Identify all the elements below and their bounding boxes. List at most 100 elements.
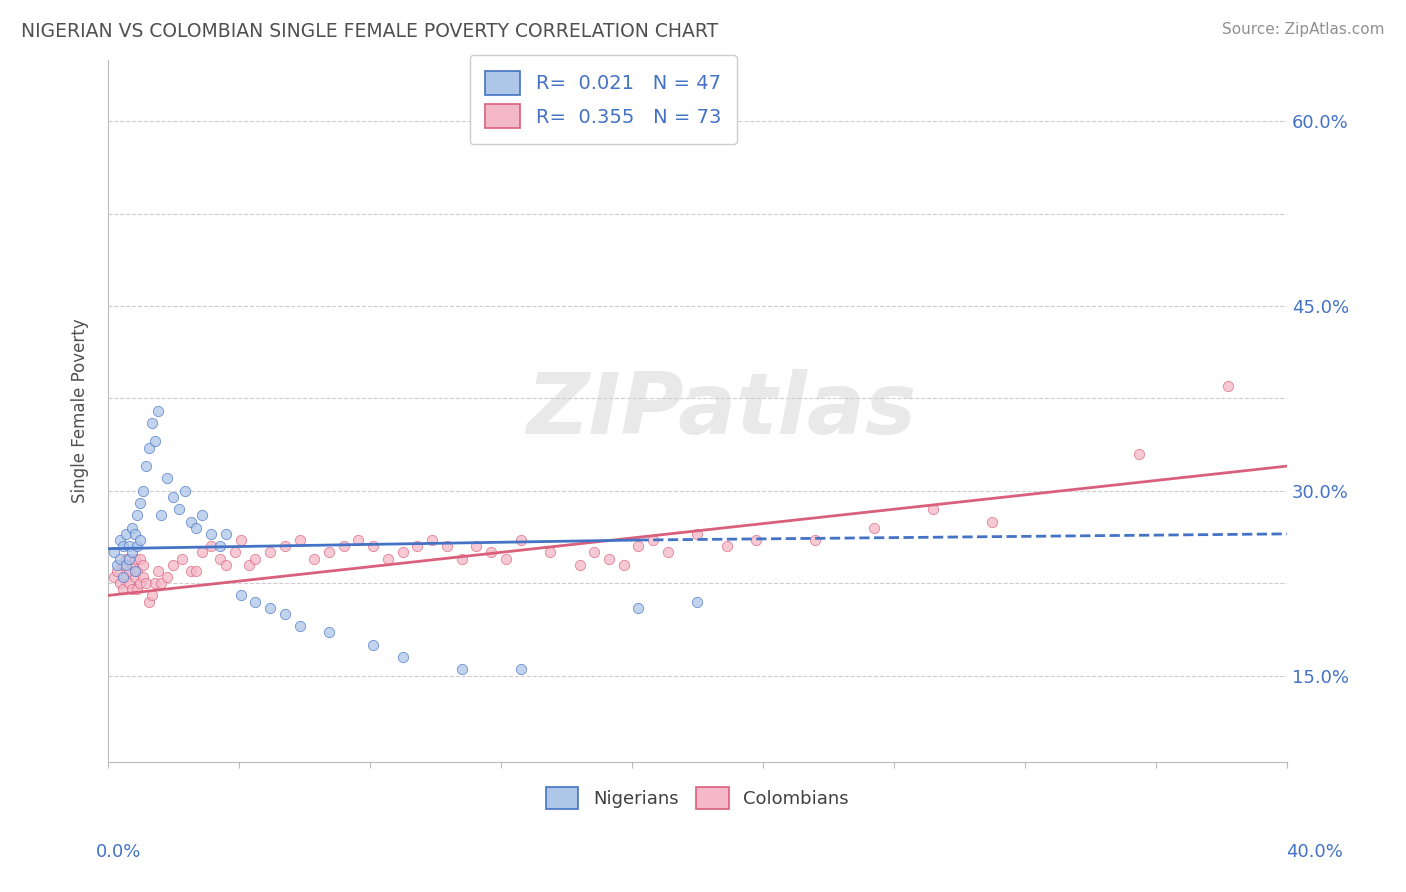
Point (922, 502, 945, 516)
Point (162, 490, 184, 504)
Point (111, 570, 134, 584)
Point (450, 551, 472, 566)
Point (108, 533, 131, 547)
Point (686, 594, 709, 608)
Point (208, 551, 231, 566)
Point (583, 545, 606, 559)
Point (121, 582, 143, 597)
Point (117, 564, 139, 578)
Point (121, 545, 143, 559)
Point (132, 483, 155, 498)
Point (627, 539, 650, 553)
Point (259, 600, 281, 615)
Point (347, 533, 370, 547)
Point (420, 533, 443, 547)
Point (215, 527, 238, 541)
Point (143, 434, 166, 449)
Point (138, 594, 160, 608)
Legend: Nigerians, Colombians: Nigerians, Colombians (538, 780, 856, 816)
Point (495, 551, 517, 566)
Point (643, 533, 665, 547)
Point (568, 558, 591, 572)
Point (186, 521, 208, 535)
Point (143, 576, 166, 591)
Point (150, 508, 173, 523)
Point (200, 527, 222, 541)
Point (162, 558, 184, 572)
Point (391, 545, 413, 559)
Point (191, 545, 214, 559)
Point (186, 564, 208, 578)
Point (141, 416, 163, 430)
Point (981, 515, 1004, 529)
Point (224, 545, 246, 559)
Point (657, 545, 679, 559)
Point (716, 539, 738, 553)
Text: NIGERIAN VS COLOMBIAN SINGLE FEMALE POVERTY CORRELATION CHART: NIGERIAN VS COLOMBIAN SINGLE FEMALE POVE… (21, 22, 718, 41)
Point (127, 582, 149, 597)
Point (804, 533, 827, 547)
Point (111, 558, 134, 572)
Point (377, 551, 399, 566)
Point (245, 594, 267, 608)
Point (135, 459, 157, 474)
Y-axis label: Single Female Poverty: Single Female Poverty (72, 318, 89, 503)
Point (318, 545, 340, 559)
Text: 40.0%: 40.0% (1286, 843, 1343, 861)
Point (117, 576, 139, 591)
Point (304, 551, 326, 566)
Point (259, 545, 281, 559)
Point (124, 570, 146, 584)
Point (229, 533, 252, 547)
Point (686, 527, 709, 541)
Point (598, 551, 620, 566)
Point (103, 570, 125, 584)
Point (121, 521, 143, 535)
Point (208, 539, 231, 553)
Point (465, 539, 488, 553)
Point (111, 582, 134, 597)
Point (114, 558, 136, 572)
Point (215, 558, 238, 572)
Point (179, 515, 201, 529)
Point (245, 551, 267, 566)
Point (135, 576, 157, 591)
Point (132, 570, 155, 584)
Point (114, 527, 136, 541)
Point (173, 483, 195, 498)
Point (132, 558, 155, 572)
Text: Source: ZipAtlas.com: Source: ZipAtlas.com (1222, 22, 1385, 37)
Point (138, 441, 160, 455)
Point (121, 558, 143, 572)
Point (238, 558, 260, 572)
Point (146, 564, 169, 578)
Point (318, 625, 340, 640)
Point (200, 539, 222, 553)
Point (105, 564, 128, 578)
Point (167, 502, 190, 516)
Point (229, 589, 252, 603)
Point (479, 545, 502, 559)
Point (863, 521, 886, 535)
Point (745, 533, 768, 547)
Point (1128, 447, 1150, 461)
Point (127, 508, 149, 523)
Point (114, 551, 136, 566)
Point (127, 564, 149, 578)
Text: 0.0%: 0.0% (96, 843, 141, 861)
Point (156, 471, 179, 485)
Point (406, 539, 429, 553)
Point (274, 607, 297, 621)
Point (105, 558, 128, 572)
Point (450, 662, 472, 676)
Text: ZIPatlas: ZIPatlas (526, 369, 917, 452)
Point (129, 576, 152, 591)
Point (156, 570, 179, 584)
Point (509, 533, 531, 547)
Point (170, 551, 193, 566)
Point (361, 539, 384, 553)
Point (117, 551, 139, 566)
Point (191, 508, 214, 523)
Point (117, 539, 139, 553)
Point (129, 551, 152, 566)
